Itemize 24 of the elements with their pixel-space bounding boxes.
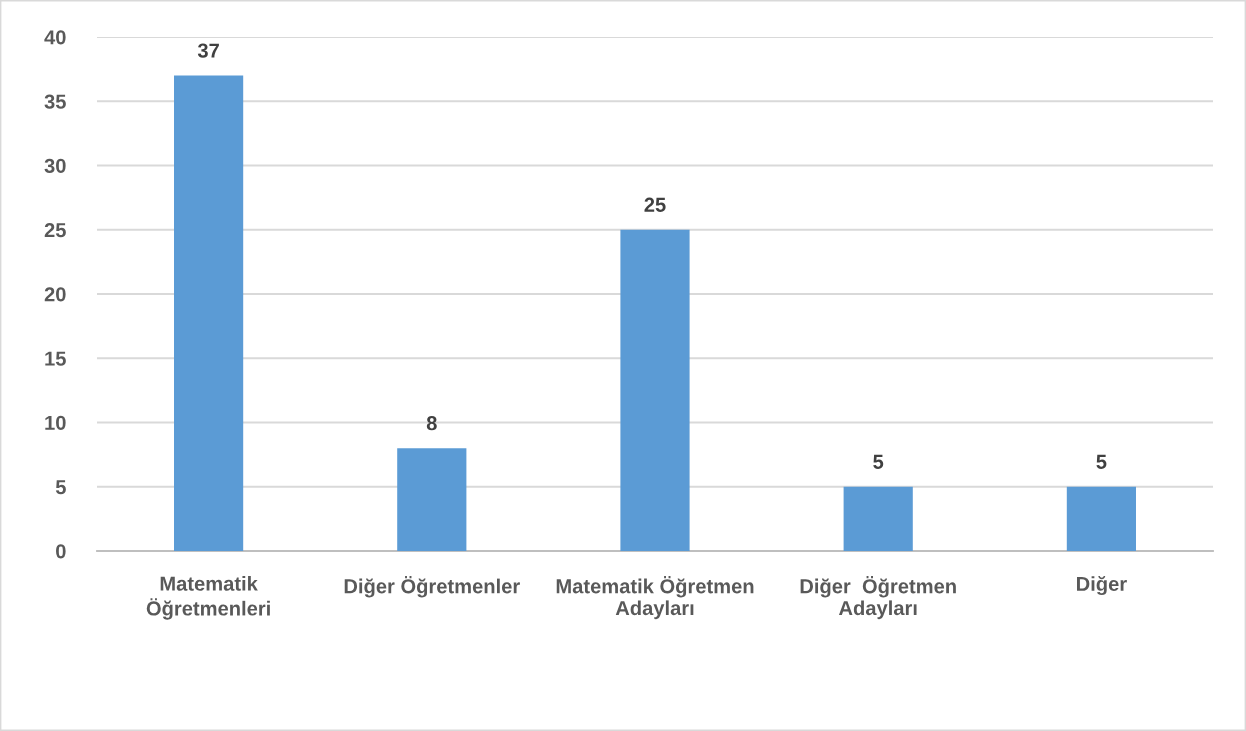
- x-tick-label: Diğer Öğretmen Adayları: [800, 576, 956, 620]
- y-tick-label: 10: [45, 415, 66, 430]
- y-tick-label: 5: [55, 480, 66, 495]
- y-tick-label: 15: [45, 351, 66, 366]
- x-tick-label: Matematik Öğretmen Adayları: [556, 576, 754, 620]
- bar: [174, 75, 244, 551]
- x-tick-label: Matematik Öğretmenleri: [146, 576, 270, 620]
- x-tick-label: Diğer Öğretmenler: [344, 576, 520, 598]
- y-tick-label: 25: [44, 222, 66, 238]
- y-tick-label: 40: [44, 30, 66, 45]
- y-tick-label: 0: [56, 544, 66, 559]
- y-tick-label: 20: [44, 287, 66, 302]
- data-label: 5: [1096, 454, 1107, 469]
- bar: [397, 448, 467, 551]
- data-label: 25: [644, 197, 666, 212]
- y-tick-label: 30: [44, 158, 66, 174]
- bar: [843, 486, 913, 551]
- x-tick-label: Diğer: [1077, 576, 1127, 596]
- bar: [620, 229, 690, 551]
- y-tick-label: 35: [44, 94, 66, 109]
- data-label: 5: [873, 454, 884, 469]
- data-label: 37: [197, 43, 219, 58]
- data-label: 8: [426, 416, 437, 431]
- bar: [1066, 486, 1136, 551]
